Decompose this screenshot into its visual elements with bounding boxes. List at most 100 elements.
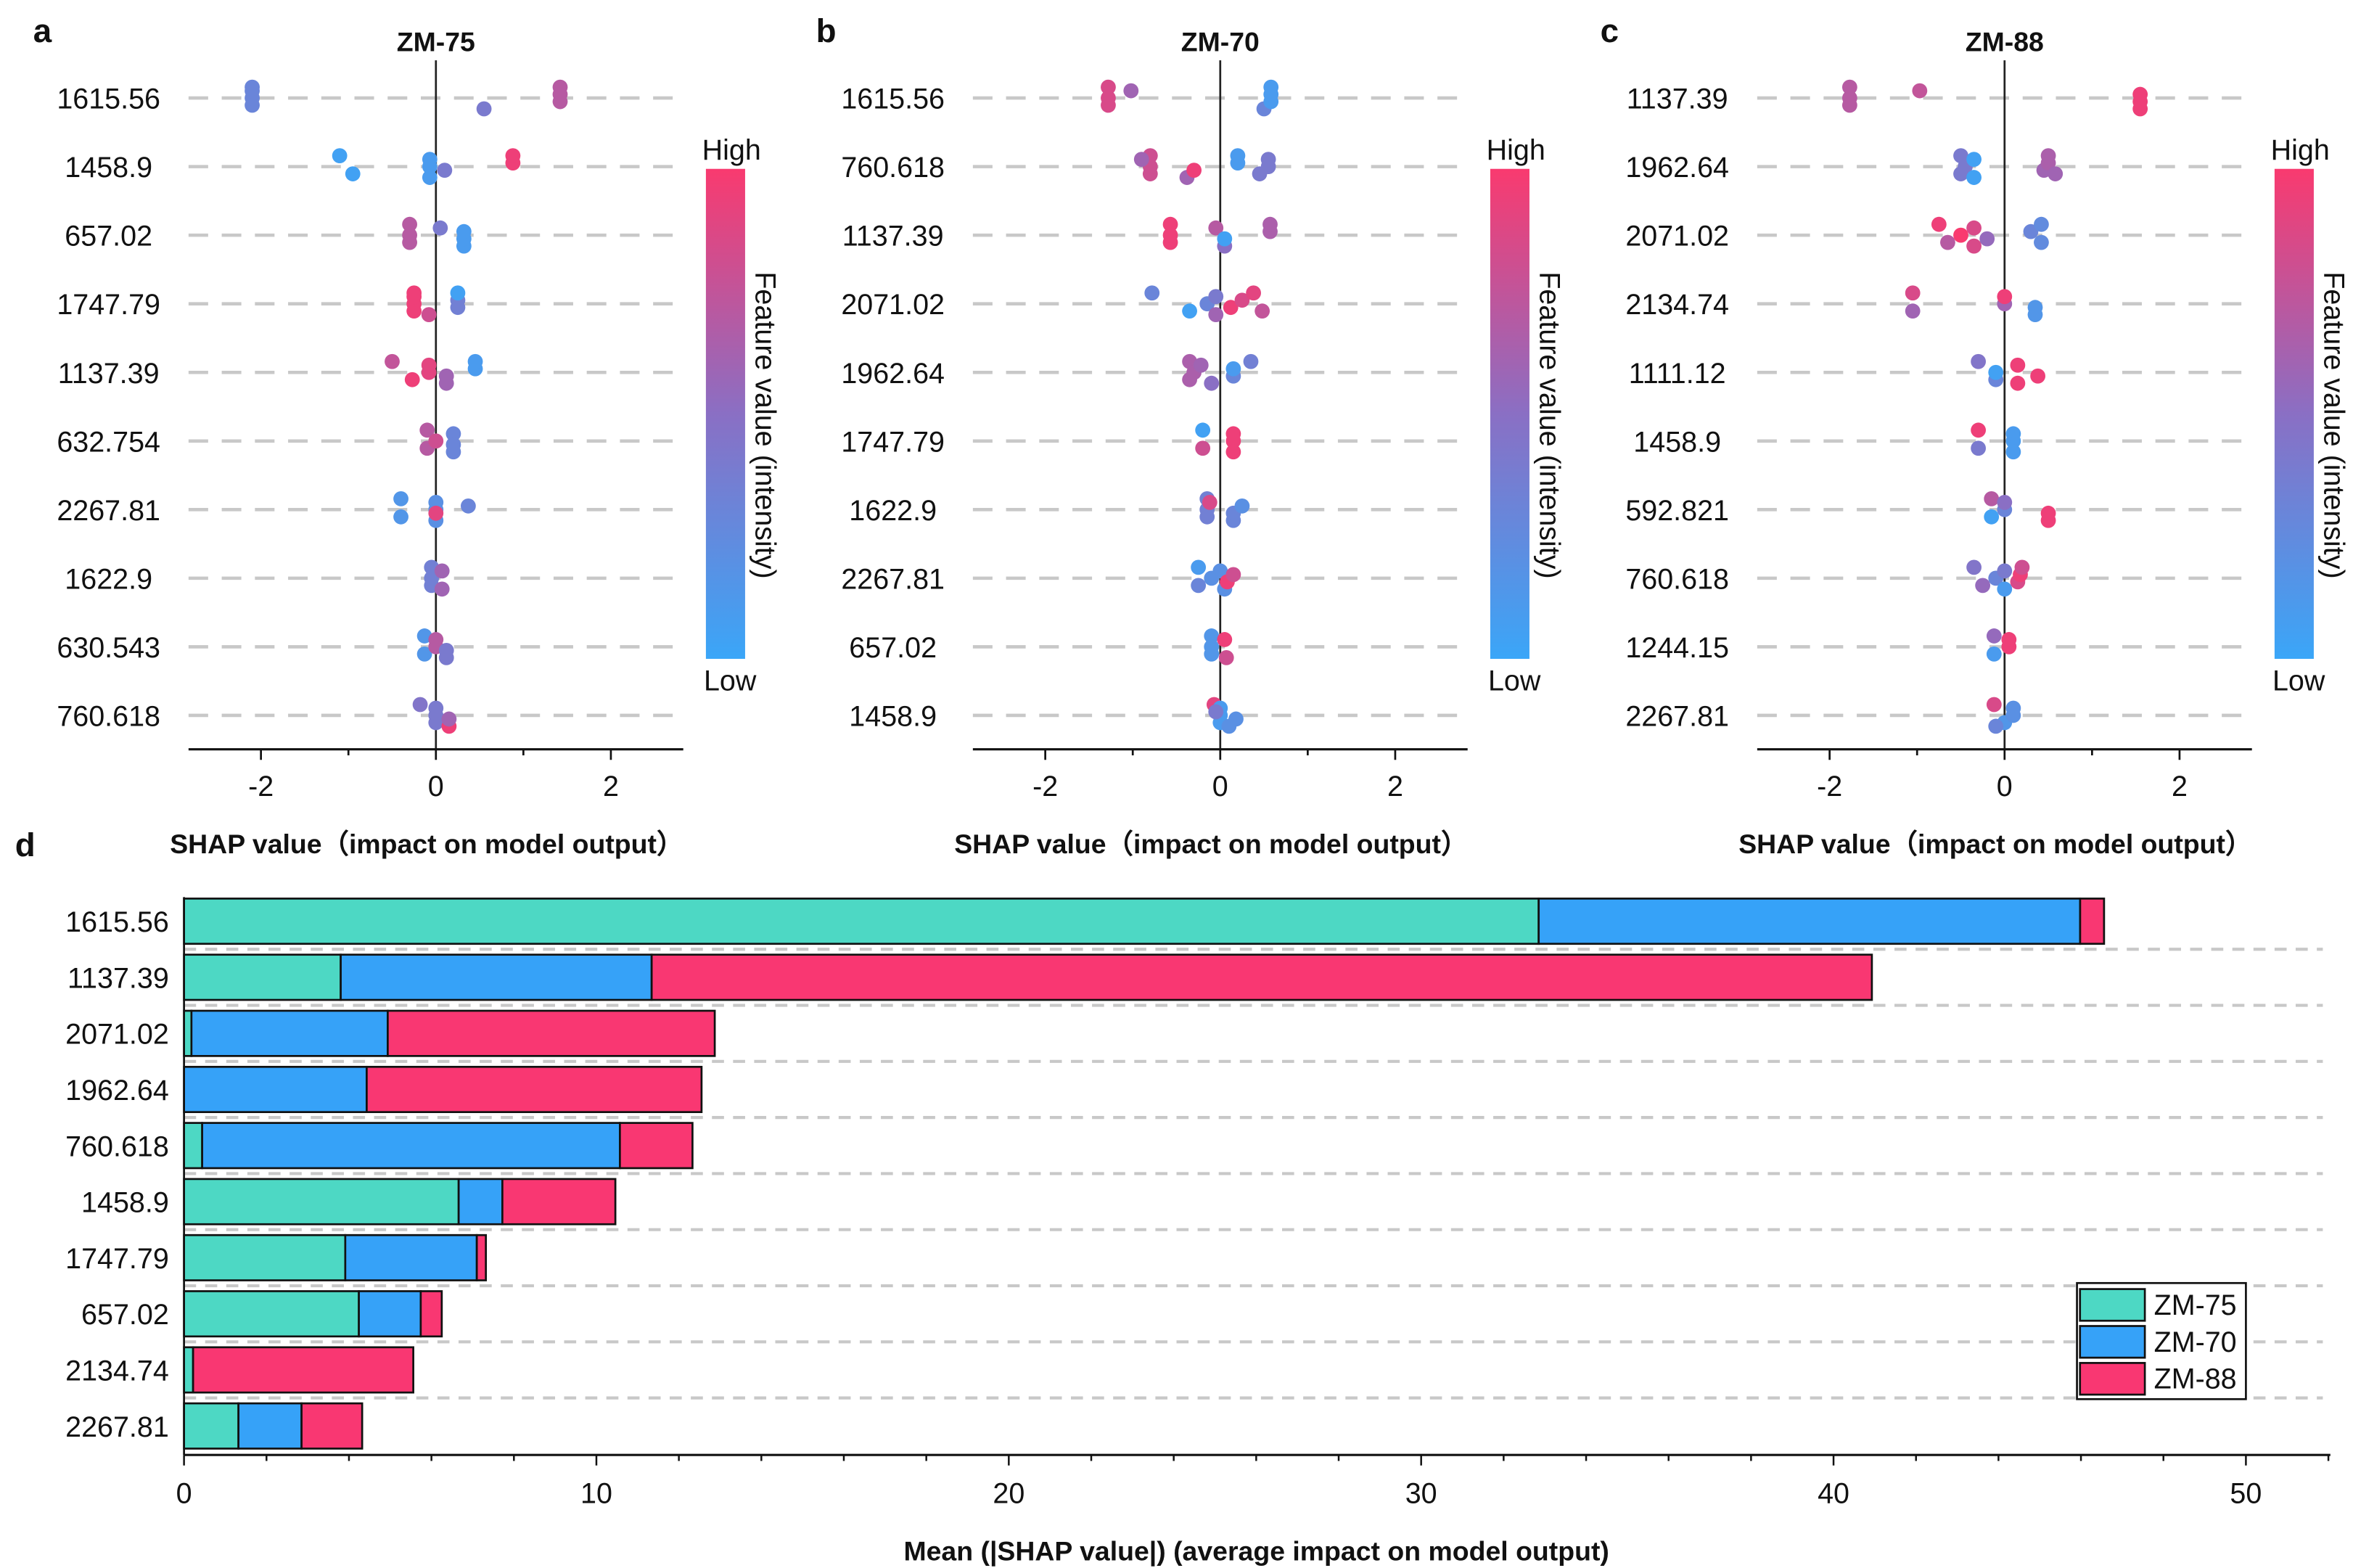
- shap-point: [406, 289, 422, 305]
- shap-point: [2034, 234, 2049, 250]
- bar-segment-zm-88: [475, 1234, 488, 1281]
- colorbar-high-label: High: [2271, 134, 2330, 166]
- shap-point: [1230, 148, 1246, 164]
- feature-label: 1458.9: [1633, 426, 1721, 458]
- feature-label: 1458.9: [849, 701, 937, 733]
- bar-segment-zm-88: [366, 1065, 703, 1113]
- mean-shap-bar-panel: d 1615.56 1137.39 2071.02 1962.64 760.618 1458…: [15, 826, 2331, 1567]
- shap-point: [1202, 494, 1217, 510]
- colorbar-title: Feature value (intensity): [749, 271, 781, 578]
- shap-point: [1195, 422, 1211, 438]
- feature-label: 2267.81: [1625, 701, 1729, 733]
- legend-swatch: [2079, 1362, 2146, 1396]
- shap-point: [1966, 152, 1982, 168]
- x-tick-label: -2: [1032, 771, 1058, 803]
- shap-point: [438, 368, 454, 384]
- feature-label: 1111.12: [1629, 358, 1726, 390]
- shap-point: [1971, 440, 1987, 456]
- feature-label: 1962.64: [1625, 152, 1729, 184]
- feature-label: 1962.64: [841, 358, 945, 390]
- feature-label: 1137.39: [1627, 83, 1728, 115]
- legend-label: ZM-75: [2154, 1289, 2237, 1321]
- bar-segment-zm-75: [183, 1178, 460, 1226]
- shap-point: [1986, 646, 2002, 662]
- shap-point: [1195, 440, 1211, 456]
- bar-segment-zm-75: [183, 953, 342, 1001]
- x-tick-label: 10: [580, 1478, 612, 1510]
- shap-point: [461, 498, 476, 514]
- shap-point: [422, 170, 438, 185]
- shap-point: [1260, 152, 1276, 168]
- shap-point: [419, 422, 435, 438]
- bar-segment-zm-70: [190, 1009, 389, 1057]
- x-tick-label: 0: [1997, 771, 2013, 803]
- shap-point: [2040, 505, 2056, 521]
- bar-segment-zm-75: [183, 1234, 347, 1281]
- bar-segment-zm-75: [183, 898, 1540, 945]
- shap-point: [421, 357, 437, 373]
- bar-segment-zm-70: [201, 1122, 621, 1170]
- shap-point: [1225, 444, 1241, 460]
- shap-point: [1997, 494, 2013, 510]
- panel-letter: d: [15, 826, 36, 863]
- shap-point: [2034, 216, 2049, 232]
- panel-letter: b: [816, 12, 837, 49]
- shap-point: [1979, 231, 1995, 247]
- category-label: 2071.02: [65, 1019, 169, 1051]
- category-label: 760.618: [65, 1130, 169, 1162]
- shap-point: [428, 632, 444, 647]
- shap-point: [1193, 357, 1209, 373]
- bar-segment-zm-70: [237, 1402, 303, 1450]
- shap-point: [402, 216, 418, 232]
- x-tick-label: 30: [1405, 1478, 1437, 1510]
- x-axis-label: SHAP value（impact on model output）: [954, 829, 1468, 859]
- shap-point: [1212, 563, 1228, 579]
- shap-point: [404, 372, 420, 387]
- shap-point: [424, 570, 440, 586]
- feature-label: 2267.81: [841, 563, 945, 595]
- bar-segment-zm-70: [340, 953, 653, 1001]
- shap-point: [1966, 238, 1982, 254]
- x-tick-label: 2: [1387, 771, 1403, 803]
- shap-point: [1208, 307, 1224, 323]
- shap-point: [245, 83, 260, 99]
- colorbar: [705, 168, 745, 660]
- bar-segment-zm-75: [183, 1122, 203, 1170]
- shap-point: [1223, 300, 1239, 316]
- bar-segment-zm-70: [457, 1178, 504, 1226]
- shap-point: [1204, 628, 1220, 644]
- feature-label: 2071.02: [1625, 221, 1729, 253]
- panel-title: ZM-75: [397, 27, 475, 57]
- x-tick-label: 40: [1818, 1478, 1849, 1510]
- shap-point: [1254, 303, 1270, 319]
- shap-point: [1971, 422, 1987, 438]
- shap-point: [1975, 578, 1991, 594]
- feature-label: 1622.9: [65, 563, 152, 595]
- shap-point: [1234, 498, 1250, 514]
- bar-segment-zm-88: [501, 1178, 617, 1226]
- panel-letter: a: [33, 12, 52, 49]
- shap-point: [1966, 170, 1982, 185]
- category-label: 1458.9: [81, 1187, 169, 1219]
- colorbar: [1490, 168, 1529, 660]
- shap-point: [1984, 509, 2000, 525]
- shap-point: [416, 646, 432, 662]
- x-tick-label: 0: [428, 771, 444, 803]
- shap-point: [428, 494, 444, 510]
- shap-point: [2027, 300, 2043, 316]
- feature-label: 1622.9: [849, 495, 937, 527]
- shap-point: [441, 711, 457, 727]
- shap-point: [1997, 289, 2013, 305]
- shap-point: [2023, 223, 2039, 239]
- shap-point: [1101, 90, 1116, 106]
- shap-point: [1225, 426, 1241, 442]
- x-tick-label: -2: [248, 771, 274, 803]
- x-axis-label: SHAP value（impact on model output）: [1738, 829, 2252, 859]
- bar-segment-zm-75: [183, 1290, 360, 1338]
- shap-point: [1186, 163, 1202, 178]
- shap-point: [438, 643, 454, 658]
- shap-point: [1841, 90, 1857, 106]
- legend-swatch: [2079, 1288, 2146, 1322]
- colorbar-high-label: High: [1487, 134, 1545, 166]
